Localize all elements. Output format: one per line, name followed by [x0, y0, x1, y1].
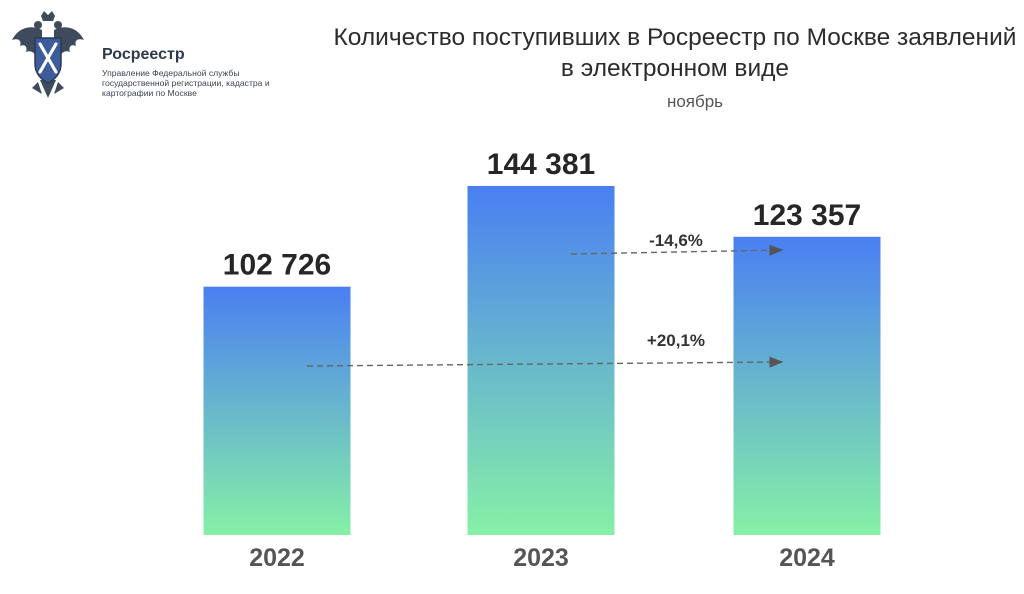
category-label-2023: 2023 [513, 544, 569, 572]
category-label-2022: 2022 [249, 544, 305, 572]
coat-of-arms-eagle-icon [12, 11, 84, 98]
org-logo-block: Росреестр Управление Федеральной службы … [8, 10, 270, 110]
bar-2022 [203, 286, 351, 535]
change-label-2022-2024: +20,1% [647, 331, 705, 350]
org-name: Росреестр [102, 46, 185, 63]
category-label-2024: 2024 [779, 544, 835, 572]
value-label-2022: 102 726 [223, 249, 331, 282]
org-subtitle: Управление Федеральной службы государств… [102, 68, 270, 98]
bar-2023 [467, 186, 615, 535]
value-label-2024: 123 357 [753, 199, 861, 232]
chart-subtitle: ноябрь [666, 92, 724, 111]
bar-2024 [733, 236, 881, 536]
value-label-2023: 144 381 [487, 148, 595, 181]
change-arrow-2023-2024 [570, 244, 784, 256]
change-arrow-2022-2024 [306, 356, 784, 368]
chart-title: Количество поступивших в Росреестр по Мо… [333, 24, 1017, 82]
change-label-2023-2024: -14,6% [649, 231, 703, 250]
